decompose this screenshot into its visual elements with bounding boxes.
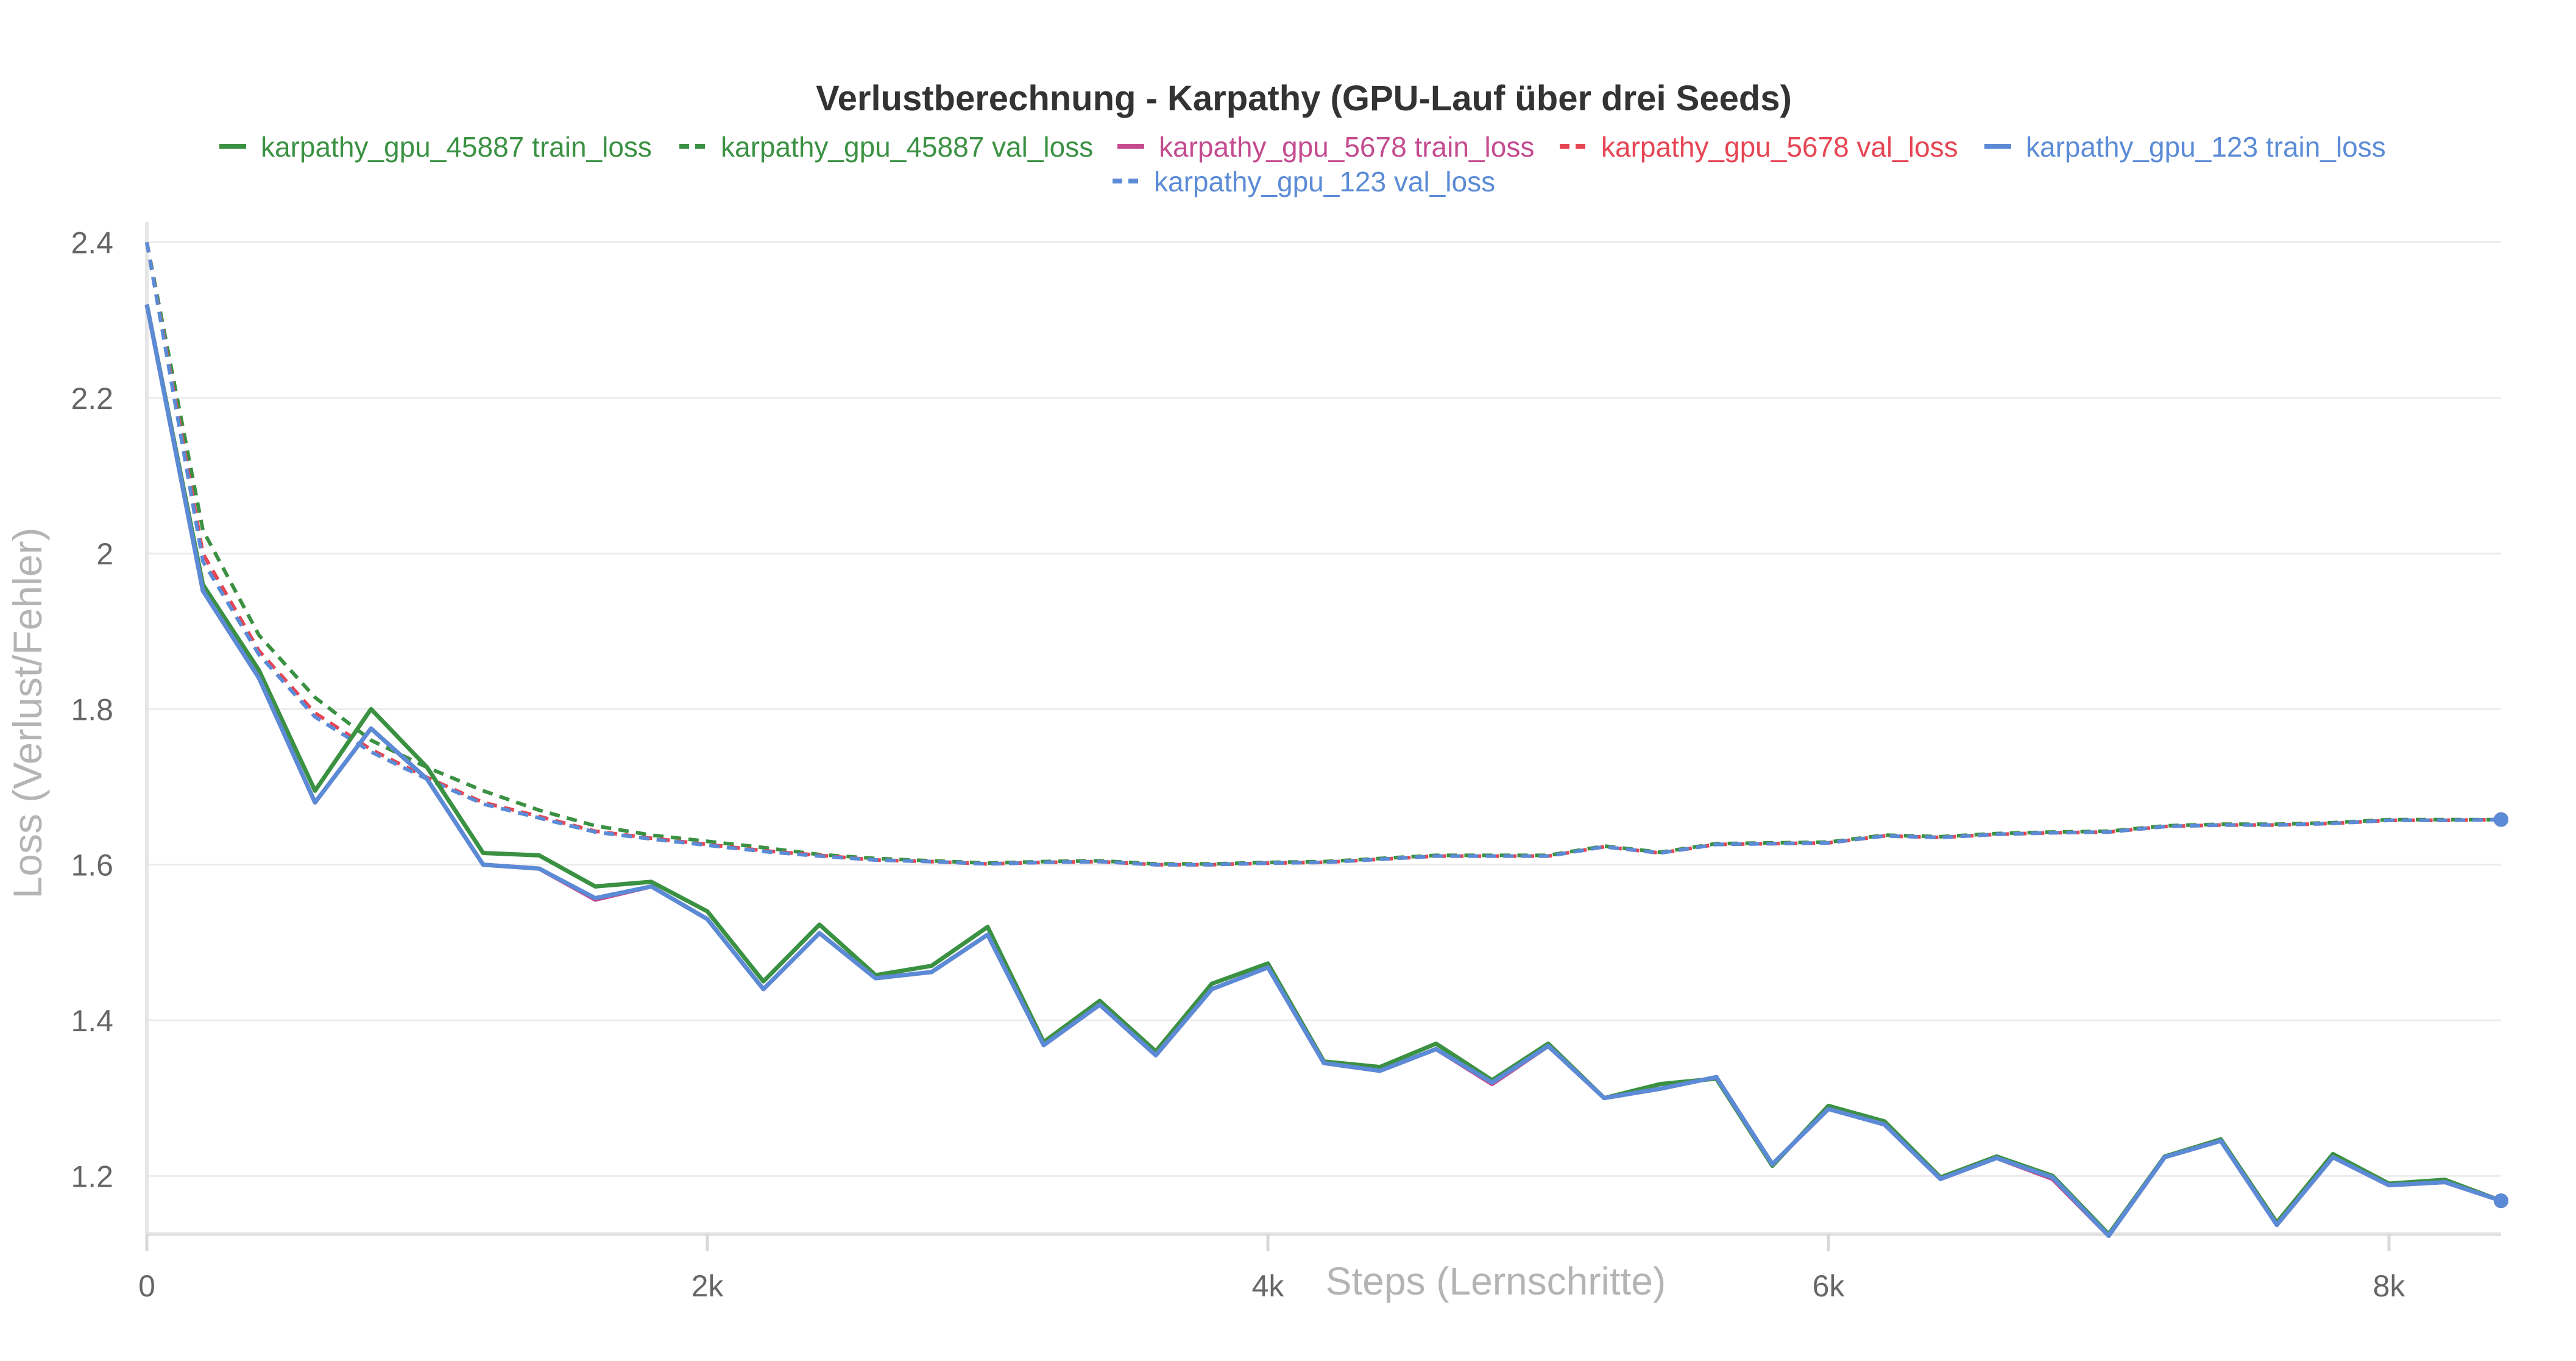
- y-tick-label: 2.2: [71, 382, 113, 416]
- y-tick-label: 2: [96, 537, 113, 571]
- legend-label: karpathy_gpu_5678 val_loss: [1601, 131, 1958, 163]
- axes: 1.2 1.4 1.6 1.8 2 2.2 2.4 0 2k 4k 6k 8k: [71, 222, 2501, 1303]
- x-tick-label: 2k: [692, 1269, 724, 1303]
- y-tick-label: 2.4: [71, 226, 113, 260]
- y-tick-label: 1.2: [71, 1159, 113, 1193]
- series-line: [144, 304, 2502, 1237]
- series-line: [145, 241, 2502, 867]
- y-tick-label: 1.8: [71, 692, 113, 727]
- chart-legend: karpathy_gpu_45887 train_loss karpathy_gp…: [219, 131, 2386, 197]
- y-axis-label: Loss (Verlust/Fehler): [5, 528, 50, 899]
- x-tick-label: 4k: [1252, 1269, 1285, 1303]
- series-line: [145, 241, 2501, 866]
- legend-label: karpathy_gpu_45887 val_loss: [721, 131, 1093, 163]
- x-axis-label: Steps (Lernschritte): [1326, 1259, 1666, 1303]
- legend-label: karpathy_gpu_5678 train_loss: [1159, 131, 1534, 163]
- grid-lines: [147, 241, 2501, 1177]
- legend-label: karpathy_gpu_45887 train_loss: [261, 131, 652, 163]
- x-tick-label: 6k: [1813, 1269, 1845, 1303]
- x-tick-label: 0: [138, 1269, 155, 1303]
- series-endpoint: [2494, 1193, 2508, 1209]
- legend-label: karpathy_gpu_123 train_loss: [2026, 131, 2386, 163]
- series-line: [144, 304, 2502, 1238]
- series-line: [144, 304, 2502, 1238]
- legend-label: karpathy_gpu_123 val_loss: [1154, 166, 1495, 197]
- series-layer: [144, 241, 2508, 1238]
- series-endpoint: [2494, 812, 2508, 827]
- y-tick-label: 1.6: [71, 848, 113, 883]
- x-tick-label: 8k: [2373, 1269, 2406, 1303]
- chart-title: Verlustberechnung - Karpathy (GPU-Lauf ü…: [816, 79, 1792, 118]
- y-tick-label: 1.4: [71, 1004, 113, 1038]
